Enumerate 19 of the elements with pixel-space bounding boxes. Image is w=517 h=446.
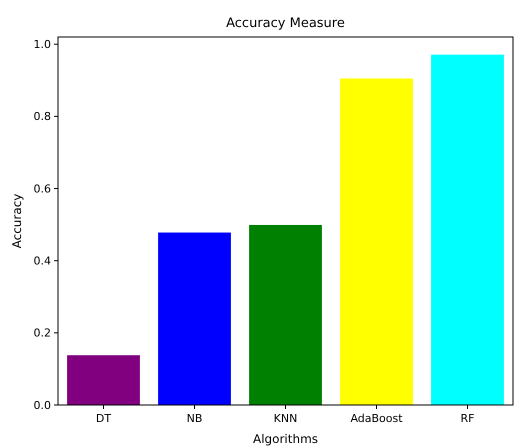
- x-tick-label: RF: [460, 412, 474, 425]
- bar: [249, 224, 322, 405]
- y-tick-label: 0.8: [34, 110, 51, 124]
- chart-title: Accuracy Measure: [226, 16, 345, 31]
- x-tick-label: AdaBoost: [350, 412, 404, 425]
- y-tick-label: 0.6: [34, 182, 51, 196]
- y-tick-label: 0.0: [34, 398, 51, 412]
- x-axis-title: Algorithms: [252, 432, 318, 446]
- y-tick-label: 1.0: [34, 38, 51, 52]
- bar: [158, 232, 231, 405]
- bar: [431, 54, 504, 405]
- bar: [67, 355, 140, 405]
- x-tick-label: DT: [96, 412, 112, 425]
- y-tick-label: 0.2: [34, 326, 51, 340]
- x-tick-label: NB: [186, 412, 202, 425]
- x-tick-label: KNN: [274, 412, 298, 425]
- bar: [340, 78, 413, 405]
- y-tick-label: 0.4: [34, 254, 51, 268]
- y-axis-title: Accuracy: [10, 194, 24, 248]
